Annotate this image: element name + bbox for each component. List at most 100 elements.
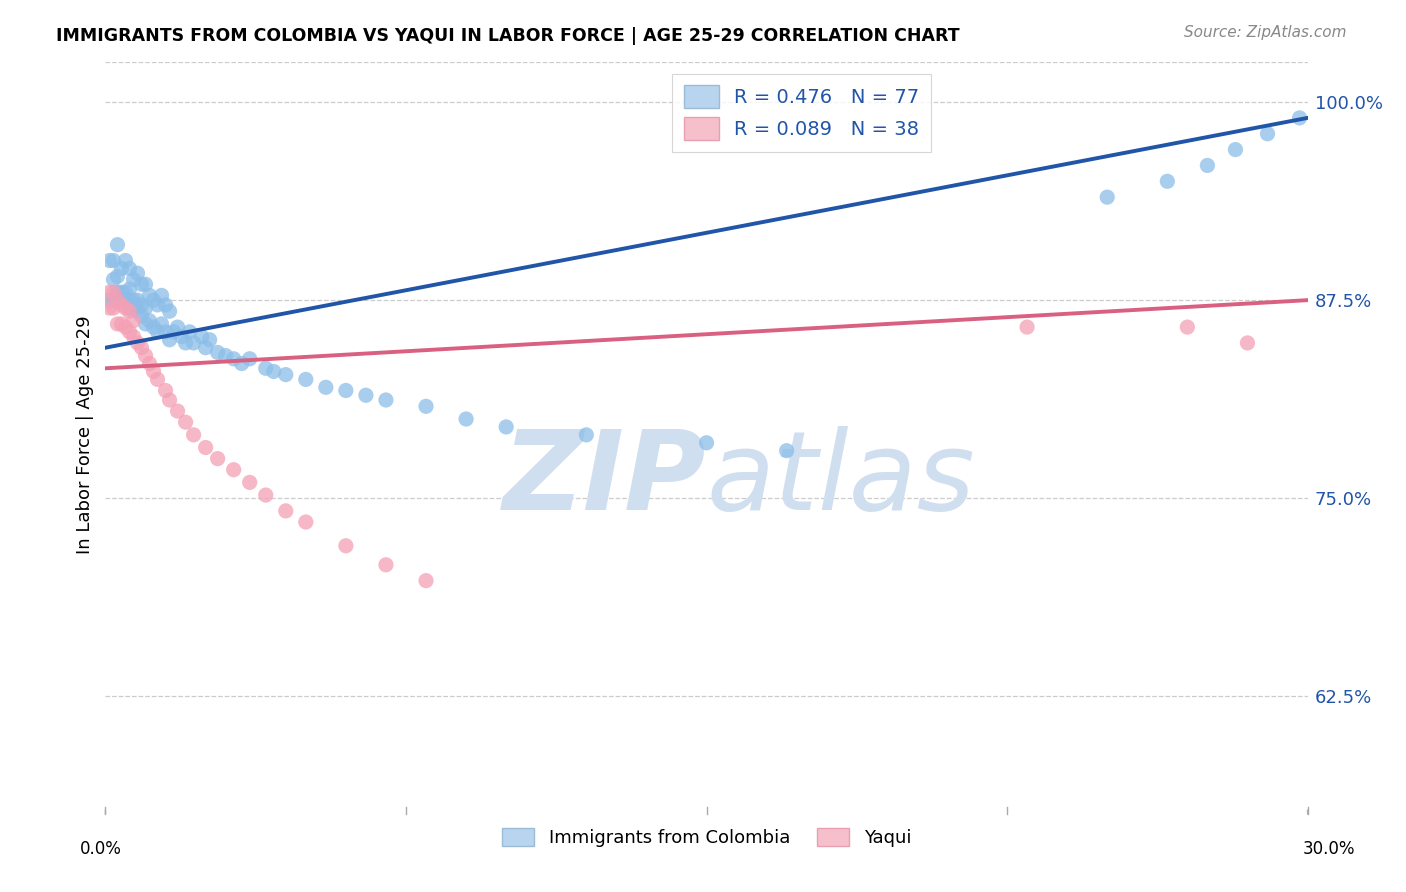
Point (127, 335, 149, 350)
Text: atlas: atlas (707, 426, 976, 533)
Text: 30.0%: 30.0% (1302, 840, 1355, 858)
Point (495, 420, 517, 434)
Point (146, 325, 169, 339)
Point (155, 325, 177, 339)
Point (138, 288, 160, 302)
Point (456, 412, 478, 426)
Point (1236, 335, 1258, 350)
Point (142, 293, 165, 307)
Point (239, 351, 262, 366)
Point (1017, 320, 1039, 334)
Point (194, 441, 217, 455)
Point (135, 277, 157, 292)
Point (239, 475, 262, 490)
Point (118, 293, 141, 307)
Point (231, 357, 253, 371)
Point (142, 364, 165, 378)
Point (295, 515, 318, 529)
Point (415, 574, 437, 588)
Point (107, 269, 129, 284)
Point (1097, 190, 1119, 204)
Point (354, 388, 377, 402)
Point (122, 293, 145, 307)
Point (207, 451, 229, 466)
Point (118, 301, 141, 315)
Point (110, 293, 132, 307)
Point (1197, 158, 1219, 172)
Point (114, 285, 136, 300)
Point (103, 293, 125, 307)
Point (131, 277, 153, 292)
Point (174, 335, 197, 350)
Point (1156, 174, 1178, 188)
Point (98, 293, 121, 307)
Point (207, 345, 229, 359)
Point (415, 400, 437, 414)
Point (107, 293, 129, 307)
Point (214, 349, 236, 363)
Point (98, 301, 121, 315)
Point (118, 282, 141, 296)
Point (127, 293, 149, 307)
Point (107, 237, 129, 252)
Point (114, 253, 136, 268)
Point (135, 349, 157, 363)
Point (110, 298, 132, 312)
Point (155, 384, 177, 398)
Point (103, 285, 125, 300)
Text: Source: ZipAtlas.com: Source: ZipAtlas.com (1184, 25, 1347, 40)
Point (110, 261, 132, 276)
Point (107, 293, 129, 307)
Point (159, 392, 181, 407)
Y-axis label: In Labor Force | Age 25-29: In Labor Force | Age 25-29 (76, 316, 94, 554)
Point (131, 298, 153, 312)
Point (114, 301, 136, 315)
Point (122, 329, 145, 343)
Point (107, 285, 129, 300)
Point (150, 317, 173, 331)
Point (150, 288, 173, 302)
Point (138, 314, 160, 328)
Point (183, 427, 205, 442)
Point (183, 335, 205, 350)
Text: 0.0%: 0.0% (80, 840, 122, 858)
Point (166, 404, 188, 418)
Point (335, 384, 357, 398)
Point (114, 293, 136, 307)
Point (103, 253, 125, 268)
Point (254, 361, 277, 376)
Point (254, 488, 277, 502)
Point (131, 341, 153, 355)
Point (98, 285, 121, 300)
Point (122, 272, 145, 286)
Point (1288, 111, 1310, 125)
Point (118, 325, 141, 339)
Point (118, 261, 141, 276)
Point (274, 504, 297, 518)
Point (274, 368, 297, 382)
Point (295, 372, 318, 386)
Point (575, 427, 598, 442)
Point (179, 325, 201, 339)
Point (162, 325, 184, 339)
Point (315, 380, 337, 394)
Point (135, 317, 157, 331)
Point (1225, 143, 1247, 157)
Point (110, 285, 132, 300)
Point (174, 415, 197, 429)
Legend: Immigrants from Colombia, Yaqui: Immigrants from Colombia, Yaqui (495, 821, 918, 855)
Point (110, 317, 132, 331)
Point (222, 351, 245, 366)
Point (103, 272, 125, 286)
Point (159, 333, 181, 347)
Point (1257, 127, 1279, 141)
Point (103, 301, 125, 315)
Point (263, 364, 285, 378)
Point (1177, 320, 1199, 334)
Point (122, 301, 145, 315)
Point (222, 463, 245, 477)
Point (335, 539, 357, 553)
Point (696, 435, 718, 450)
Text: ZIP: ZIP (503, 426, 707, 533)
Point (375, 558, 398, 572)
